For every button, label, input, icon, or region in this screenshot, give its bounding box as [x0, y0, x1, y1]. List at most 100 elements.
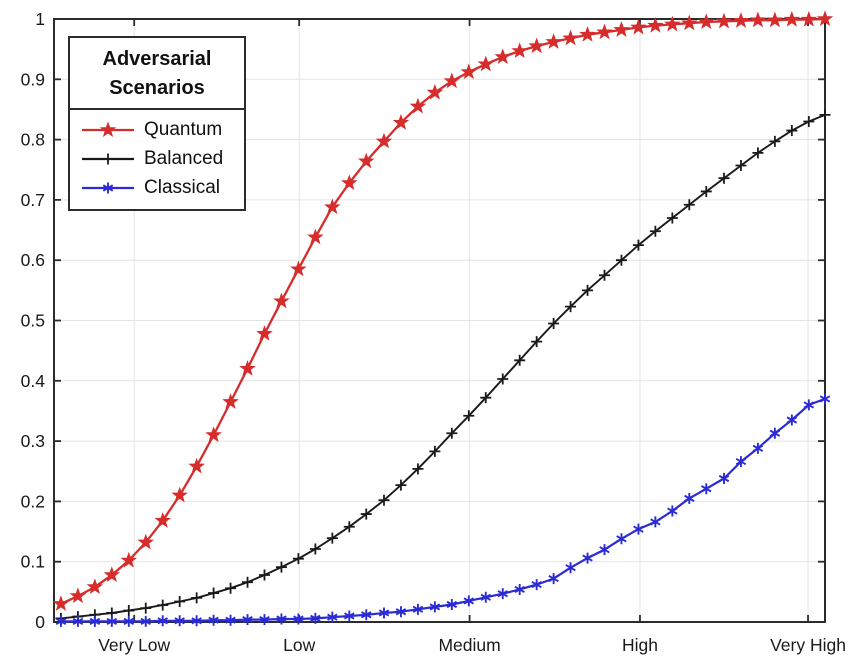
star-marker — [816, 10, 834, 27]
star-marker — [375, 132, 393, 149]
legend-items: Quantum Balanced Classical — [70, 110, 244, 209]
star-marker — [171, 486, 188, 503]
plus-marker — [769, 135, 781, 147]
asterisk-marker — [157, 615, 168, 627]
asterisk-marker — [276, 613, 287, 625]
plus-icon — [102, 153, 114, 164]
asterisk-marker — [89, 615, 101, 627]
y-tick-label: 0.8 — [21, 130, 45, 150]
asterisk-marker — [208, 614, 219, 626]
plus-marker — [718, 172, 730, 184]
asterisk-marker — [667, 505, 678, 517]
legend-label-balanced: Balanced — [144, 147, 224, 169]
asterisk-marker — [344, 610, 355, 622]
plus-marker — [429, 445, 441, 457]
y-tick-label: 0.7 — [21, 190, 45, 210]
asterisk-marker — [361, 609, 372, 621]
asterisk-icon — [102, 182, 114, 193]
asterisk-marker — [514, 583, 525, 595]
star-marker — [222, 393, 239, 409]
asterisk-marker — [378, 607, 390, 619]
plus-marker — [803, 116, 815, 128]
plus-marker — [360, 508, 372, 520]
asterisk-marker — [616, 533, 627, 545]
y-tick-label: 0.1 — [21, 552, 45, 572]
star-marker — [69, 587, 87, 604]
x-tick-label: Medium — [438, 635, 500, 655]
legend-sample-classical — [82, 182, 134, 193]
star-marker — [749, 11, 767, 28]
asterisk-marker — [684, 492, 695, 504]
star-marker — [205, 426, 222, 443]
asterisk-marker — [310, 612, 321, 624]
asterisk-marker — [259, 614, 270, 626]
star-marker — [341, 174, 358, 191]
y-tick-label: 0.5 — [21, 311, 45, 331]
plus-marker — [378, 494, 390, 506]
star-marker — [596, 23, 613, 40]
asterisk-marker — [412, 603, 424, 615]
plus-marker — [735, 160, 747, 172]
star-marker — [52, 595, 70, 611]
star-marker — [154, 512, 171, 528]
plus-marker — [309, 543, 321, 555]
star-marker — [460, 63, 478, 80]
asterisk-marker — [55, 615, 67, 627]
star-marker — [239, 360, 256, 376]
star-marker — [494, 48, 511, 65]
star-marker — [307, 228, 324, 245]
asterisk-marker — [327, 611, 338, 623]
plus-marker — [819, 109, 831, 121]
plus-marker — [752, 147, 764, 159]
plus-marker — [242, 576, 254, 588]
asterisk-marker — [599, 544, 610, 556]
asterisk-marker — [718, 472, 730, 484]
plus-marker — [446, 427, 458, 439]
star-marker — [477, 55, 495, 72]
legend-label-classical: Classical — [144, 176, 221, 198]
plus-marker — [140, 602, 152, 614]
y-tick-label: 0.9 — [21, 69, 45, 89]
asterisk-marker — [565, 562, 576, 574]
star-marker — [545, 33, 562, 49]
legend-sample-quantum — [82, 120, 134, 137]
asterisk-marker — [701, 483, 712, 495]
legend-sample-balanced — [82, 153, 134, 164]
star-marker — [290, 260, 307, 277]
x-tick-label: Very Low — [98, 635, 170, 655]
asterisk-marker — [633, 523, 644, 535]
star-marker — [426, 83, 444, 100]
y-tick-label: 0.4 — [21, 371, 46, 391]
asterisk-marker — [293, 613, 304, 625]
asterisk-marker — [819, 393, 831, 405]
star-marker — [800, 10, 818, 27]
asterisk-marker — [548, 573, 559, 585]
asterisk-marker — [174, 615, 185, 627]
star-marker — [664, 15, 681, 32]
plus-marker — [786, 125, 798, 137]
legend: Adversarial Scenarios Quantum Balanced C… — [68, 36, 246, 211]
star-marker — [137, 533, 155, 550]
plus-marker — [548, 318, 560, 330]
asterisk-marker — [242, 614, 253, 626]
legend-title: Adversarial Scenarios — [70, 38, 244, 110]
plus-marker — [292, 553, 304, 565]
star-marker — [324, 198, 341, 215]
asterisk-marker — [446, 599, 458, 611]
y-tick-label: 0.3 — [21, 431, 45, 451]
star-marker — [511, 42, 528, 58]
star-marker — [613, 21, 630, 37]
asterisk-marker — [735, 456, 747, 468]
plus-marker — [514, 354, 526, 366]
asterisk-marker — [72, 615, 84, 627]
star-marker — [120, 551, 138, 568]
series-markers-balanced — [55, 109, 831, 624]
plus-marker — [275, 561, 287, 573]
star-marker — [86, 578, 104, 595]
asterisk-marker — [463, 595, 475, 607]
asterisk-marker — [752, 442, 764, 454]
asterisk-marker — [395, 606, 407, 618]
plus-marker — [615, 254, 627, 266]
x-tick-label: Low — [283, 635, 315, 655]
plus-marker — [666, 212, 678, 224]
